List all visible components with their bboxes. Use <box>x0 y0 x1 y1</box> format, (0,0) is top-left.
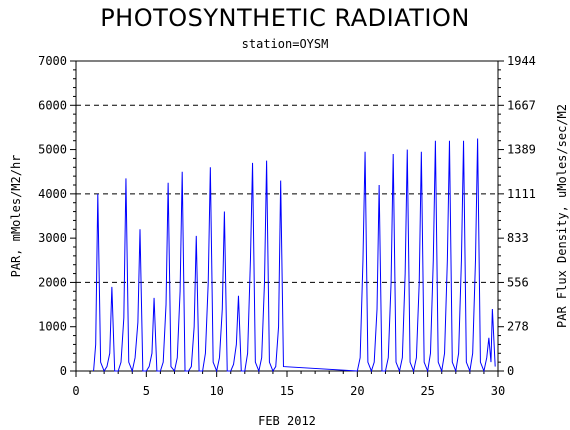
x-tick-label: 25 <box>420 384 434 398</box>
x-tick-label: 10 <box>209 384 223 398</box>
y2-tick-label: 1667 <box>507 98 536 112</box>
y2-tick-label: 833 <box>507 231 529 245</box>
y-axis-label-left: PAR, mMoles/M2/hr <box>9 155 23 278</box>
y-tick-label: 6000 <box>38 98 67 112</box>
y-tick-label: 4000 <box>38 187 67 201</box>
left-y-ticks: 0 1000 2000 3000 4000 5000 6000 7000 <box>38 54 76 378</box>
y-axis-label-right: PAR Flux Density, uMoles/sec/M2 <box>555 104 569 328</box>
y-tick-label: 7000 <box>38 54 67 68</box>
y2-tick-label: 278 <box>507 320 529 334</box>
y-tick-label: 1000 <box>38 320 67 334</box>
y-tick-label: 3000 <box>38 231 67 245</box>
gridlines <box>76 104 498 283</box>
x-tick-label: 20 <box>350 384 364 398</box>
x-tick-label: 15 <box>280 384 294 398</box>
par-series-line <box>93 138 496 373</box>
chart-subtitle: station=OYSM <box>241 37 329 51</box>
y2-tick-label: 1389 <box>507 143 536 157</box>
x-tick-label: 0 <box>72 384 79 398</box>
y-tick-label: 0 <box>60 364 67 378</box>
x-ticks: 0 5 10 15 20 25 30 <box>72 371 505 398</box>
right-y-ticks: 0 278 556 833 1111 1389 1667 1944 <box>498 54 536 378</box>
y-tick-label: 5000 <box>38 143 67 157</box>
y-tick-label: 2000 <box>38 275 67 289</box>
y2-tick-label: 1944 <box>507 54 536 68</box>
x-axis-label: FEB 2012 <box>258 414 316 428</box>
y2-tick-label: 0 <box>507 364 514 378</box>
plot-frame <box>75 60 499 372</box>
y2-tick-label: 1111 <box>507 187 536 201</box>
x-tick-label: 30 <box>491 384 505 398</box>
y2-tick-label: 556 <box>507 275 529 289</box>
chart-title: PHOTOSYNTHETIC RADIATION <box>100 4 470 32</box>
x-tick-label: 5 <box>143 384 150 398</box>
